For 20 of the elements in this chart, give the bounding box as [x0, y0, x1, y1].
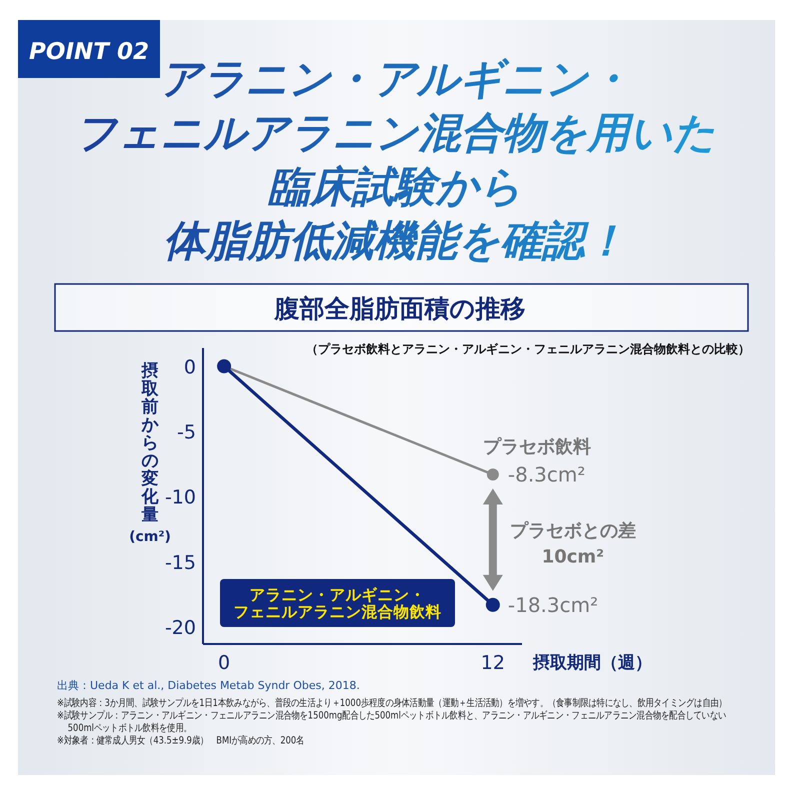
annotation: プラセボとの差10cm²: [510, 520, 636, 568]
source-note: 出典：Ueda K et al., Diabetes Metab Syndr Obes, 2018.: [57, 679, 360, 692]
y-tick-label: -20: [164, 617, 196, 640]
text: ※対象者：健常成人男女（43.5±9.9歳） BMIが高めの方、200名: [57, 734, 304, 747]
y-tick-label: 0: [184, 356, 196, 378]
point: [486, 468, 499, 480]
text: ※試験内容：3か月間、試験サンプルを1日1本飲みながら、普段の生活より＋1000歩程度の身体活動量（運動＋生活活動）を増やす。（食事制限は特になし、飲用タイミングは自由）: [57, 697, 727, 710]
x-axis-title: 摂取期間（週）: [532, 653, 652, 673]
y-tick-label: -10: [164, 486, 196, 509]
series-label: アラニン・アルギニン・フェニルアラニン混合物飲料: [234, 586, 442, 621]
chart-subtitle: 腹部全脂肪面積の推移: [274, 294, 526, 323]
y-tick-label: -15: [164, 552, 196, 574]
data-label: -8.3cm²: [508, 462, 586, 486]
data-label: -18.3cm²: [508, 592, 598, 617]
point: [486, 598, 500, 612]
x-tick-label: 12: [480, 652, 505, 674]
annotation: （プラセボ飲料とアラニン・アルギニン・フェニルアラニン混合物飲料との比較）: [306, 342, 750, 356]
series-label: プラセボ飲料: [482, 436, 591, 458]
y-tick-label: -5: [177, 421, 196, 444]
text: ※試験サンプル：アラニン・アルギニン・フェニルアラニン混合物を1500mg配合した500mlペットボトル飲料と、アラニン・アルギニン・フェニルアラニン混合物を配合していない500mlペットボトル飲料を使用。: [57, 710, 726, 734]
